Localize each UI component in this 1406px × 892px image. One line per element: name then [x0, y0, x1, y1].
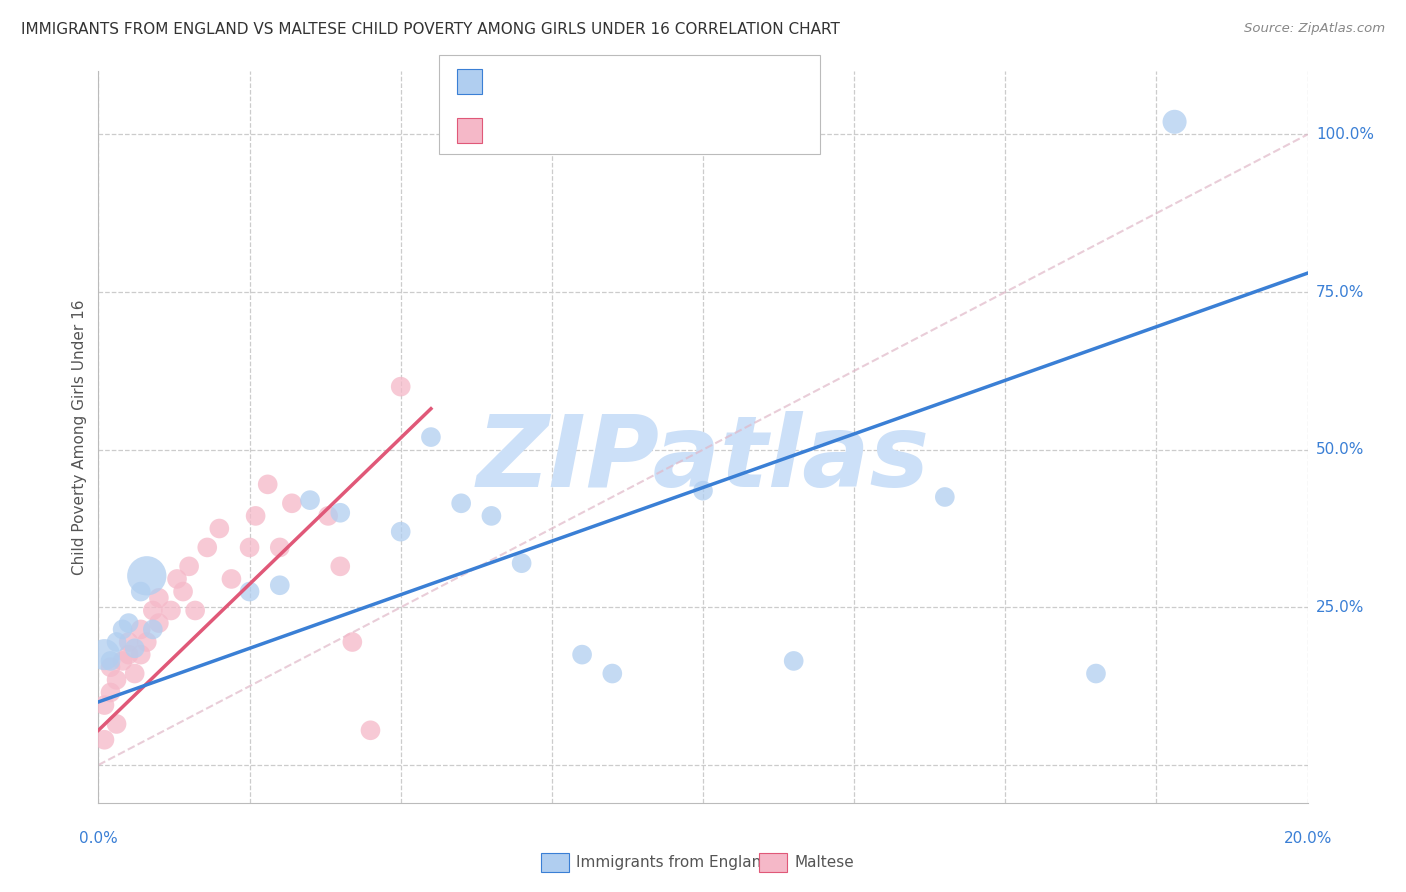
Point	[160, 603, 183, 617]
Point	[148, 591, 170, 605]
Point	[105, 717, 128, 731]
Text: 25.0%: 25.0%	[1316, 599, 1364, 615]
Point	[256, 477, 278, 491]
Text: R =: R =	[491, 72, 527, 91]
Y-axis label: Child Poverty Among Girls Under 16: Child Poverty Among Girls Under 16	[72, 300, 87, 574]
Point	[142, 603, 165, 617]
Point	[239, 584, 262, 599]
Point	[269, 541, 291, 555]
Point	[129, 584, 152, 599]
Text: ZIPatlas: ZIPatlas	[477, 410, 929, 508]
Point	[221, 572, 243, 586]
Point	[118, 648, 141, 662]
Point	[1163, 115, 1185, 129]
Text: 75.0%: 75.0%	[1316, 285, 1364, 300]
Point	[105, 635, 128, 649]
Point	[124, 666, 146, 681]
Point	[100, 685, 122, 699]
Text: R =: R =	[491, 121, 527, 139]
Text: 100.0%: 100.0%	[1316, 127, 1374, 142]
Point	[269, 578, 291, 592]
Text: 34: 34	[654, 121, 679, 139]
Text: N =: N =	[619, 121, 655, 139]
Point	[316, 508, 339, 523]
Text: Immigrants from England: Immigrants from England	[576, 855, 772, 870]
Point	[93, 732, 115, 747]
Point	[100, 660, 122, 674]
Point	[389, 524, 412, 539]
Point	[571, 648, 593, 662]
Point	[135, 569, 157, 583]
Point	[105, 673, 128, 687]
Point	[135, 635, 157, 649]
Point	[93, 648, 115, 662]
Point	[329, 506, 352, 520]
Point	[299, 493, 322, 508]
Point	[389, 379, 412, 393]
Text: 20.0%: 20.0%	[1284, 830, 1331, 846]
Point	[481, 508, 503, 523]
Point	[208, 521, 231, 535]
Point	[172, 584, 194, 599]
Point	[281, 496, 304, 510]
Point	[111, 623, 134, 637]
Point	[177, 559, 201, 574]
Text: 0.693: 0.693	[524, 121, 581, 139]
Point	[166, 572, 188, 586]
Point	[692, 483, 714, 498]
Point	[934, 490, 956, 504]
Point	[129, 648, 152, 662]
Point	[148, 616, 170, 631]
Point	[118, 616, 141, 631]
Text: 0.0%: 0.0%	[79, 830, 118, 846]
Point	[245, 508, 267, 523]
Point	[1085, 666, 1108, 681]
Point	[782, 654, 804, 668]
Text: 50.0%: 50.0%	[1316, 442, 1364, 458]
Point	[100, 654, 122, 668]
Point	[602, 666, 624, 681]
Point	[142, 623, 165, 637]
Point	[93, 698, 115, 712]
Point	[450, 496, 472, 510]
Point	[419, 430, 441, 444]
Point	[510, 556, 533, 570]
Text: 0.616: 0.616	[524, 72, 581, 91]
Point	[195, 541, 218, 555]
Point	[111, 654, 134, 668]
Text: Maltese: Maltese	[794, 855, 853, 870]
Point	[239, 541, 262, 555]
Text: IMMIGRANTS FROM ENGLAND VS MALTESE CHILD POVERTY AMONG GIRLS UNDER 16 CORRELATIO: IMMIGRANTS FROM ENGLAND VS MALTESE CHILD…	[21, 22, 839, 37]
Point	[124, 641, 146, 656]
Point	[342, 635, 364, 649]
Point	[184, 603, 207, 617]
Point	[329, 559, 352, 574]
Text: 25: 25	[654, 72, 679, 91]
Point	[129, 623, 152, 637]
Point	[118, 635, 141, 649]
Text: Source: ZipAtlas.com: Source: ZipAtlas.com	[1244, 22, 1385, 36]
Point	[360, 723, 382, 738]
Text: N =: N =	[619, 72, 655, 91]
